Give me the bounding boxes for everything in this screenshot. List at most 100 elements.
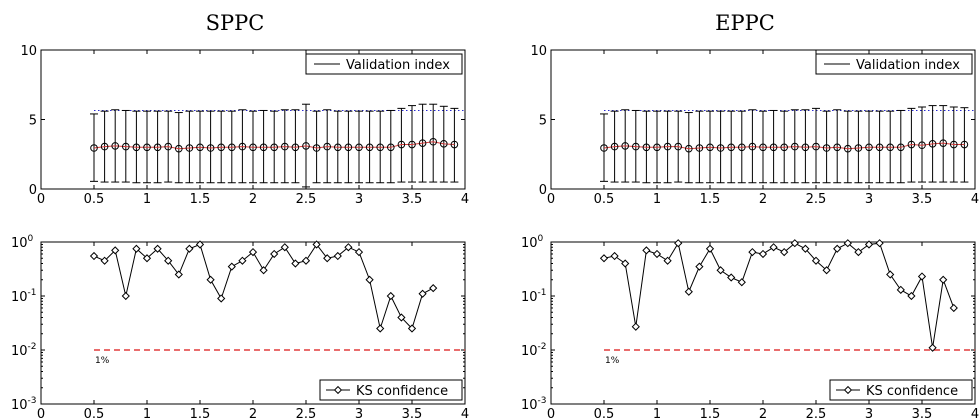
ks-marker: [610, 251, 619, 261]
ks-marker: [386, 291, 395, 301]
mean-marker: [376, 143, 385, 152]
x-tick-label: 1.5: [190, 407, 211, 419]
mean-marker: [164, 142, 172, 151]
mean-marker: [695, 144, 704, 152]
column-title-eppc: EPPC: [715, 11, 775, 35]
y-tick-label: 0: [29, 183, 37, 198]
mean-marker: [653, 143, 661, 152]
y-tick-base: 10: [521, 236, 538, 251]
y-tick-label: 5: [539, 114, 547, 129]
ks-marker: [642, 246, 651, 255]
x-tick-label: 2.5: [806, 407, 827, 419]
mean-marker: [302, 142, 310, 150]
ks-marker: [153, 244, 162, 253]
ks-marker: [89, 251, 99, 261]
ks-marker: [674, 239, 683, 248]
y-tick-base: 10: [11, 398, 28, 413]
ks-marker: [376, 324, 385, 333]
x-tick-label: 3: [355, 192, 363, 207]
mean-marker: [833, 143, 842, 152]
mean-marker: [716, 144, 725, 152]
mean-marker: [259, 143, 268, 152]
mean-marker: [759, 143, 767, 152]
ks-marker: [769, 243, 778, 252]
mean-marker: [408, 140, 416, 149]
mean-marker: [748, 142, 757, 151]
ks-marker: [716, 266, 725, 275]
y-tick-label: 10-1: [11, 288, 37, 305]
mean-marker: [960, 140, 969, 149]
y-tick-label: 10-3: [11, 396, 37, 413]
x-tick-label: 2: [249, 192, 257, 207]
ks-marker: [684, 287, 693, 296]
ks-marker: [886, 270, 895, 279]
x-tick-label: 3.5: [912, 192, 933, 207]
mean-marker: [727, 143, 736, 152]
y-tick-exponent: -2: [28, 342, 37, 352]
mean-marker: [122, 142, 130, 151]
mean-marker: [238, 142, 247, 151]
column-title-sppc: SPPC: [206, 11, 265, 35]
ks-marker: [333, 251, 342, 261]
ks-marker: [854, 247, 863, 257]
ks-marker: [864, 240, 874, 249]
threshold-label: 1%: [605, 356, 620, 366]
ks-marker: [407, 324, 417, 333]
x-tick-label: 2: [249, 407, 257, 419]
mean-marker: [939, 139, 948, 147]
mean-marker: [228, 143, 236, 152]
x-tick-label: 3.5: [912, 407, 933, 419]
ks-marker: [705, 244, 715, 253]
mean-marker: [111, 142, 119, 150]
ks-marker: [132, 244, 141, 253]
x-tick-label: 0.5: [84, 407, 105, 419]
mean-marker: [132, 143, 141, 152]
x-tick-label: 1.5: [700, 407, 721, 419]
ks-marker: [822, 266, 831, 275]
ks-marker: [843, 239, 852, 248]
legend-marker-sample: [333, 385, 343, 395]
x-tick-label: 1.5: [700, 192, 721, 207]
ks-marker: [195, 240, 205, 249]
x-tick-label: 1.5: [190, 192, 211, 207]
mean-marker: [610, 142, 619, 151]
ks-line: [603, 241, 955, 348]
y-tick-label: 10-2: [11, 342, 37, 359]
mean-marker: [663, 142, 672, 151]
mean-marker: [387, 143, 395, 152]
ks-marker: [111, 246, 120, 255]
legend-box: [305, 53, 463, 75]
ks-marker: [801, 244, 810, 253]
ks-marker: [280, 243, 289, 252]
mean-marker: [600, 144, 608, 152]
y-tick-label: 100: [521, 234, 544, 251]
ks-marker: [164, 256, 173, 265]
ks-marker: [344, 243, 353, 252]
ks-marker: [896, 285, 905, 294]
ks-marker: [238, 256, 247, 265]
plot-sppc-ks: 00.511.522.533.5410010-110-210-3Standard…: [11, 234, 469, 419]
y-tick-label: 10: [20, 44, 37, 59]
x-tick-label: 3: [865, 192, 873, 207]
plot-sppc-validation: 0 0.5 1 1.5 2 2.5 3 3.5 4 0 5 10 Validation index: [20, 44, 469, 207]
mean-marker: [632, 142, 640, 151]
y-tick-label: 10-2: [521, 342, 547, 359]
x-tick-label: 4: [461, 407, 469, 419]
x-tick-label: 1: [143, 407, 151, 419]
ks-marker: [397, 313, 406, 322]
axes-frame: [40, 241, 466, 405]
ks-marker: [248, 247, 258, 257]
mean-marker: [153, 143, 162, 152]
mean-marker: [801, 143, 810, 152]
mean-marker: [897, 143, 905, 152]
y-tick-label: 10: [530, 44, 547, 59]
legend-marker-sample: [843, 385, 853, 395]
mean-marker: [886, 143, 895, 152]
x-tick-label: 0: [547, 192, 555, 207]
ks-marker: [949, 303, 958, 313]
ks-marker: [259, 266, 268, 275]
ks-marker: [663, 256, 672, 265]
y-tick-base: 10: [521, 344, 538, 359]
mean-marker: [812, 142, 820, 151]
